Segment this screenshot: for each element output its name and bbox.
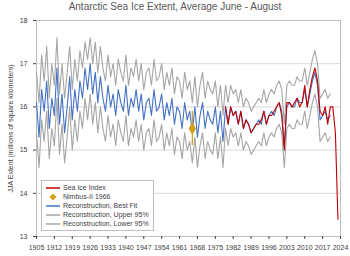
svg-text:1996: 1996 bbox=[261, 244, 277, 251]
html-text:Sea Ice Index: Sea Ice Index bbox=[63, 184, 106, 191]
svg-text:18: 18 bbox=[20, 17, 28, 24]
html-text:Reconstruction, Lower 95%: Reconstruction, Lower 95% bbox=[63, 220, 149, 227]
html-text:Reconstruction, Upper 95%: Reconstruction, Upper 95% bbox=[63, 211, 149, 218]
svg-text:1940: 1940 bbox=[118, 244, 134, 251]
svg-text:14: 14 bbox=[20, 190, 28, 197]
svg-text:1975: 1975 bbox=[208, 244, 224, 251]
html-text:Nimbus-II 1966: Nimbus-II 1966 bbox=[63, 193, 111, 200]
svg-text:1933: 1933 bbox=[100, 244, 116, 251]
svg-text:2010: 2010 bbox=[297, 244, 313, 251]
svg-text:1912: 1912 bbox=[47, 244, 63, 251]
svg-text:2017: 2017 bbox=[315, 244, 331, 251]
svg-text:1926: 1926 bbox=[82, 244, 98, 251]
svg-text:1989: 1989 bbox=[243, 244, 259, 251]
svg-text:1947: 1947 bbox=[136, 244, 152, 251]
html-text:Antarctic Sea Ice Extent, Aver: Antarctic Sea Ice Extent, Average June -… bbox=[68, 1, 282, 12]
svg-text:1982: 1982 bbox=[225, 244, 241, 251]
svg-text:1905: 1905 bbox=[29, 244, 45, 251]
svg-text:17: 17 bbox=[20, 60, 28, 67]
svg-text:2024: 2024 bbox=[333, 244, 349, 251]
svg-text:1954: 1954 bbox=[154, 244, 170, 251]
svg-text:1919: 1919 bbox=[64, 244, 80, 251]
svg-text:1968: 1968 bbox=[190, 244, 206, 251]
svg-text:JJA Extent (millions of square: JJA Extent (millions of square kilometer… bbox=[7, 65, 15, 193]
svg-text:15: 15 bbox=[20, 146, 28, 153]
svg-text:1961: 1961 bbox=[172, 244, 188, 251]
svg-text:13: 13 bbox=[20, 233, 28, 240]
svg-text:2003: 2003 bbox=[279, 244, 295, 251]
svg-text:16: 16 bbox=[20, 103, 28, 110]
html-text:Reconstruction, Best Fit: Reconstruction, Best Fit bbox=[63, 202, 138, 209]
